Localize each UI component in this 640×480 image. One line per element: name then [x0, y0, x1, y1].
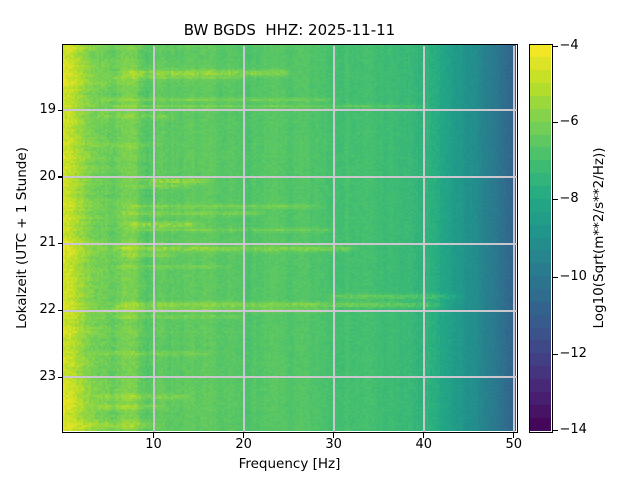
y-tick-label-21: 21: [39, 235, 56, 251]
y-tick-label-22: 22: [39, 302, 56, 318]
x-tick-40: [423, 433, 425, 438]
colorbar-tick-2: [553, 199, 558, 201]
colorbar-tick-label-0: −4: [559, 37, 579, 53]
y-tick-label-19: 19: [39, 101, 56, 117]
colorbar-tick-3: [553, 276, 558, 278]
colorbar-tick-0: [553, 45, 558, 47]
x-tick-10: [152, 433, 155, 438]
x-tick-label-40: 40: [415, 437, 433, 452]
plot-area: [62, 44, 518, 433]
y-tick-21: [57, 243, 62, 245]
colorbar-label: Log10(Sqrt(m**2/s**2/Hz)): [591, 147, 607, 329]
colorbar-tick-label-3: −10: [559, 268, 587, 284]
plot-title: BW BGDS HHZ: 2025-11-11: [183, 21, 396, 39]
colorbar-tick-label-2: −8: [559, 191, 579, 207]
x-tick-label-30: 30: [325, 437, 342, 452]
colorbar-gradient: [530, 45, 551, 431]
x-tick-20: [243, 433, 245, 438]
y-tick-19: [57, 109, 62, 111]
x-tick-label-20: 20: [235, 437, 252, 452]
colorbar: [529, 44, 553, 433]
colorbar-tick-label-1: −6: [559, 114, 579, 130]
spectrogram-image: [63, 45, 516, 431]
colorbar-tick-label-5: −14: [559, 422, 587, 438]
y-tick-23: [57, 376, 62, 378]
y-tick-label-23: 23: [39, 368, 56, 384]
y-tick-22: [57, 310, 62, 312]
x-tick-label-50: 50: [505, 437, 523, 452]
colorbar-tick-label-4: −12: [559, 345, 587, 361]
x-tick-30: [333, 433, 335, 438]
x-tick-50: [513, 433, 515, 438]
x-tick-label-10: 10: [145, 437, 162, 452]
y-axis-label: Lokalzeit (UTC + 1 Stunde): [14, 147, 30, 329]
y-tick-label-20: 20: [39, 168, 56, 184]
y-tick-20: [57, 176, 62, 178]
colorbar-tick-4: [553, 353, 558, 355]
colorbar-tick-5: [553, 430, 558, 432]
x-axis-label: Frequency [Hz]: [238, 456, 341, 472]
colorbar-tick-1: [553, 122, 558, 124]
